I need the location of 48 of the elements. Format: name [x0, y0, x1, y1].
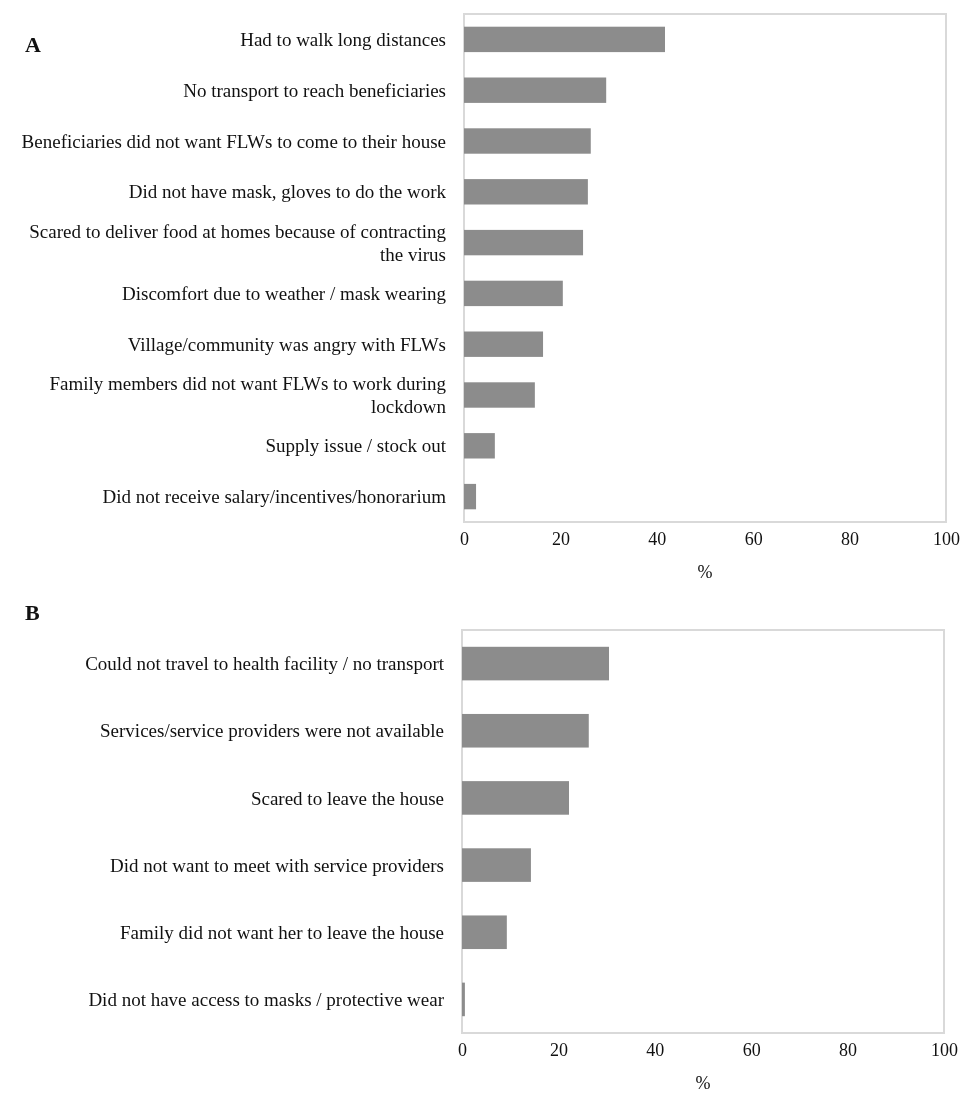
- bar: [464, 26, 665, 53]
- x-axis-title: %: [695, 1073, 711, 1093]
- x-tick-label: 60: [744, 528, 763, 549]
- y-tick-label: Could not travel to health facility / no transport: [85, 653, 445, 675]
- bar: [462, 646, 610, 681]
- text: B: [25, 600, 40, 625]
- text: A: [25, 32, 41, 57]
- y-tick-label: Discomfort due to weather / mask wearing: [122, 283, 447, 305]
- x-tick-label: 20: [549, 1039, 568, 1060]
- x-axis-title: %: [697, 562, 713, 582]
- y-tick-label: No transport to reach beneficiaries: [183, 79, 446, 101]
- y-tick-label: Family members did not want FLWs to work during lockdown: [49, 373, 447, 418]
- y-tick-label: Had to walk long distances: [240, 29, 446, 51]
- y-tick-label: Did not receive salary/incentives/honorarium: [102, 486, 447, 508]
- x-tick-label: 0: [460, 528, 469, 549]
- x-tick-label: 80: [839, 1039, 858, 1060]
- bar: [464, 433, 495, 459]
- y-tick-label: Did not have access to masks / protective wear: [88, 989, 445, 1011]
- x-tick-label: 100: [933, 528, 960, 549]
- y-tick-label: Village/community was angry with FLWs: [127, 333, 446, 355]
- y-tick-label: Scared to deliver food at homes because of contracting the virus: [29, 220, 447, 265]
- y-tick-label: Scared to leave the house: [250, 787, 444, 809]
- bar: [464, 280, 563, 307]
- x-tick-label: 100: [931, 1039, 958, 1060]
- y-tick-label: Supply issue / stock out: [265, 435, 447, 457]
- bar: [464, 229, 584, 256]
- x-tick-label: 60: [742, 1039, 761, 1060]
- bar: [464, 331, 544, 357]
- bar: [464, 382, 535, 408]
- bar: [462, 781, 569, 815]
- x-tick-label: 0: [458, 1039, 467, 1060]
- bar: [462, 915, 507, 950]
- y-tick-label: Family did not want her to leave the house: [120, 921, 444, 943]
- bar: [464, 179, 588, 205]
- x-tick-label: 40: [646, 1039, 665, 1060]
- y-tick-label: Services/service providers were not available: [100, 720, 444, 742]
- bar: [464, 77, 607, 103]
- bar: [462, 848, 531, 882]
- bar: [464, 128, 591, 154]
- bar: [462, 982, 465, 1017]
- y-tick-label: Beneficiaries did not want FLWs to come to their house: [21, 130, 446, 152]
- bar: [464, 483, 477, 510]
- x-tick-label: 40: [648, 528, 667, 549]
- y-tick-label: Did not have mask, gloves to do the work: [128, 181, 447, 203]
- y-tick-label: Did not want to meet with service providers: [109, 854, 444, 876]
- bar: [462, 713, 589, 748]
- x-tick-label: 20: [551, 528, 570, 549]
- x-tick-label: 80: [841, 528, 860, 549]
